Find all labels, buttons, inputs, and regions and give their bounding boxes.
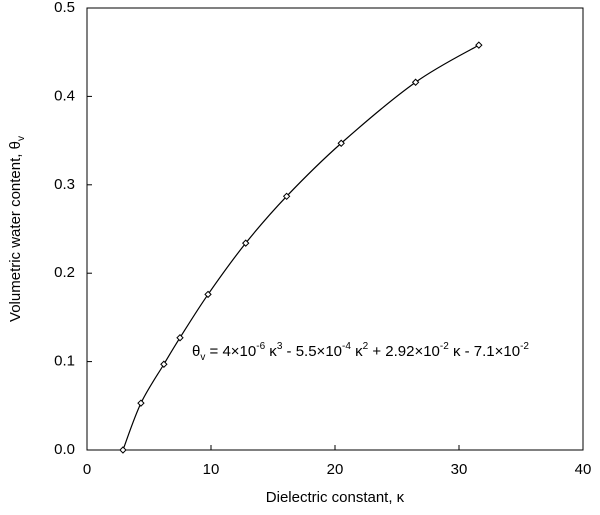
annotation: θv = 4×10-6 κ3 - 5.5×10-4 κ2 + 2.92×10-2… — [192, 341, 529, 363]
annotation-part: v — [200, 352, 205, 363]
annotation-part: 3 — [277, 341, 283, 352]
data-point — [160, 360, 168, 368]
annotation-part: κ — [351, 343, 363, 360]
annotation-part: 2 — [363, 341, 369, 352]
x-tick-label: 10 — [203, 461, 220, 478]
annotation-part: θ — [192, 343, 200, 360]
data-point — [204, 290, 212, 299]
annotation-part: -6 — [256, 341, 265, 352]
plot-frame — [86, 7, 584, 451]
x-tick-label: 0 — [83, 461, 91, 478]
fit-line — [122, 44, 480, 451]
y-tick-label: 0.1 — [54, 353, 75, 370]
annotation-part: -2 — [440, 341, 449, 352]
x-tick-label: 40 — [575, 461, 592, 478]
annotation-part: -4 — [342, 341, 351, 352]
data-point — [475, 41, 483, 49]
annotation-part: κ — [265, 343, 277, 360]
x-axis-label: Dielectric constant, κ — [266, 489, 405, 506]
data-point — [119, 446, 127, 454]
data-point — [242, 239, 250, 247]
x-tick-label: 30 — [451, 461, 468, 478]
annotation-part: + 2.92×10 — [368, 343, 440, 360]
y-axis-label: Volumetric water content, θv — [7, 136, 27, 322]
data-point — [137, 399, 145, 407]
annotation-part: κ - 7.1×10 — [449, 343, 520, 360]
annotation-part: -2 — [520, 341, 529, 352]
data-point — [176, 334, 184, 342]
x-tick-label: 20 — [327, 461, 344, 478]
y-tick-label: 0.2 — [54, 264, 75, 281]
y-tick-label: 0.5 — [54, 0, 75, 16]
y-axis-label-part: Volumetric water content, θ — [7, 141, 24, 322]
data-point — [282, 192, 291, 200]
y-tick-label: 0.3 — [54, 176, 75, 193]
annotation-part: = 4×10 — [205, 343, 256, 360]
annotation-part: - 5.5×10 — [282, 343, 342, 360]
y-tick-label: 0.0 — [54, 441, 75, 458]
data-point — [411, 78, 420, 86]
y-axis-label-part: v — [16, 136, 27, 141]
data-point — [337, 139, 345, 147]
y-tick-label: 0.4 — [54, 87, 75, 104]
